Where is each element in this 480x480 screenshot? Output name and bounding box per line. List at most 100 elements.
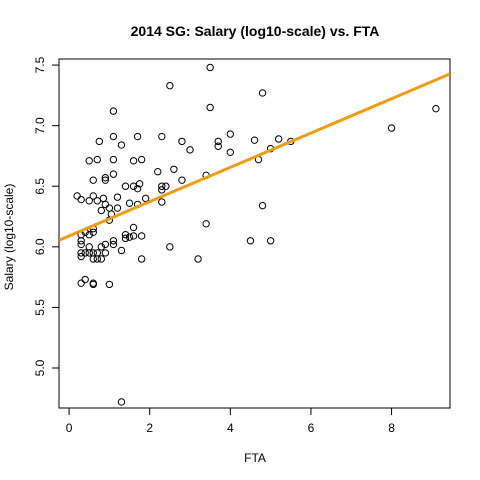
data-point	[154, 167, 162, 176]
y-tick-label: 5.0	[33, 359, 47, 376]
x-tick-label: 6	[308, 421, 315, 435]
data-point	[77, 279, 85, 287]
data-point	[226, 148, 235, 157]
data-point	[258, 201, 267, 210]
data-point	[137, 232, 146, 240]
data-point	[274, 135, 283, 143]
data-point	[101, 240, 110, 249]
data-point	[137, 255, 146, 263]
y-tick-label: 7.5	[33, 56, 47, 73]
data-point	[141, 194, 150, 203]
data-point	[89, 176, 97, 184]
data-point	[93, 155, 101, 164]
data-point	[214, 137, 222, 146]
data-point	[81, 249, 89, 257]
x-tick-label: 4	[227, 421, 234, 435]
data-point	[166, 243, 174, 251]
y-tick-label: 7.0	[33, 117, 47, 134]
x-tick-label: 8	[388, 421, 395, 435]
x-axis-label: FTA	[244, 451, 266, 465]
data-point	[158, 198, 166, 206]
data-point	[129, 157, 138, 165]
data-point	[85, 231, 93, 239]
data-point	[266, 237, 275, 245]
data-point	[129, 182, 138, 190]
data-point	[194, 255, 202, 263]
data-point	[89, 280, 97, 289]
data-point	[77, 237, 85, 245]
data-point	[85, 197, 93, 205]
data-point	[250, 136, 259, 144]
data-point	[101, 200, 110, 209]
data-point	[158, 186, 166, 194]
data-point	[113, 193, 122, 201]
data-point	[81, 275, 89, 284]
data-point	[125, 199, 134, 207]
data-point	[85, 157, 93, 165]
data-point	[206, 103, 214, 112]
data-point	[121, 234, 130, 243]
data-point	[93, 197, 101, 205]
regression-line	[59, 72, 450, 242]
data-point	[97, 243, 106, 251]
data-point	[206, 63, 214, 72]
data-point	[133, 132, 142, 141]
data-point	[129, 223, 138, 232]
data-point	[95, 137, 104, 146]
plot-area: 0 2 4 6 8 5.0 5.5 6.0 6.5 7.0 7.5	[33, 56, 451, 435]
data-point	[77, 195, 85, 204]
data-point	[77, 252, 85, 261]
data-point	[101, 249, 110, 257]
data-point	[113, 204, 122, 212]
data-point	[89, 255, 97, 263]
data-point	[202, 220, 210, 228]
data-point	[135, 180, 144, 188]
y-tick-label: 6.0	[33, 238, 47, 255]
y-axis-label: Salary (log10-scale)	[2, 184, 16, 291]
data-point	[101, 176, 110, 184]
plot-frame	[58, 58, 451, 409]
data-point	[109, 132, 118, 141]
data-point	[158, 182, 166, 190]
data-point	[246, 237, 255, 245]
data-point	[109, 240, 118, 249]
data-point	[85, 249, 93, 257]
data-point	[133, 184, 142, 193]
data-point	[105, 280, 114, 289]
data-point	[109, 170, 118, 178]
data-point	[97, 206, 106, 215]
x-tick-label: 0	[66, 421, 73, 435]
y-tick-label: 5.5	[33, 299, 47, 316]
y-tick-label: 6.5	[33, 178, 47, 195]
data-point	[162, 182, 170, 190]
data-point	[89, 192, 97, 200]
data-point	[178, 176, 186, 184]
data-point	[170, 165, 178, 173]
data-point	[129, 232, 138, 240]
data-point	[432, 104, 440, 113]
data-point	[158, 132, 166, 141]
data-point	[186, 146, 194, 154]
data-point	[117, 398, 126, 406]
data-point	[121, 182, 130, 190]
data-point	[387, 124, 396, 132]
data-point	[214, 142, 222, 150]
data-point	[109, 155, 118, 164]
data-point	[117, 246, 126, 255]
data-point	[166, 81, 174, 90]
data-point	[258, 89, 267, 97]
data-point	[117, 141, 126, 149]
x-tick-label: 2	[146, 421, 153, 435]
data-point	[101, 174, 110, 182]
data-point	[137, 155, 146, 164]
data-point	[89, 228, 97, 236]
data-point	[77, 240, 85, 249]
data-point	[97, 255, 106, 263]
data-point	[178, 137, 186, 146]
data-point	[73, 192, 81, 200]
chart-title: 2014 SG: Salary (log10-scale) vs. FTA	[131, 23, 380, 39]
data-point	[77, 249, 85, 257]
data-point	[109, 237, 118, 245]
